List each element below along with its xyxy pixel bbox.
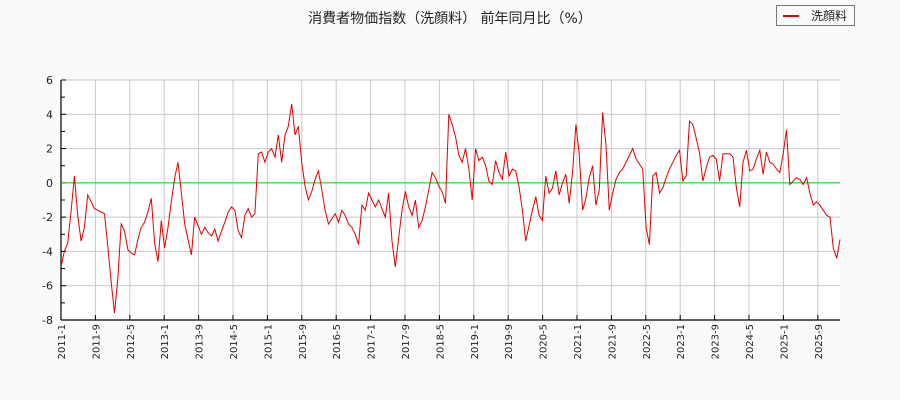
series-line-senganryo [60,103,841,314]
y-tick-label: 4 [46,108,53,121]
x-tick-label: 2023-1 [676,324,687,359]
x-tick-label: 2022-5 [642,324,653,359]
x-tick-label: 2016-5 [332,324,343,359]
y-axis-ticks: 6 4 2 0 -2 -4 -6 -8 [42,74,66,327]
y-tick-label: -2 [42,211,53,224]
legend-line-swatch [783,14,799,17]
y-tick-label: -4 [42,245,53,258]
x-tick-label: 2021-9 [607,324,618,359]
x-tick-label: 2019-1 [470,324,481,359]
x-tick-label: 2023-9 [711,324,722,359]
x-axis-ticks: 2011-1 2011-9 2012-5 2013-1 2013-9 2014-5 2015… [57,315,825,359]
x-tick-label: 2020-5 [539,324,550,359]
y-tick-label: 6 [46,74,53,87]
x-tick-label: 2014-5 [229,324,240,359]
x-tick-label: 2018-5 [435,324,446,359]
y-tick-label: 0 [46,177,53,190]
legend-label: 洗顔料 [811,9,848,23]
x-tick-label: 2021-1 [573,324,584,359]
legend: 洗顔料 [776,5,855,26]
x-tick-label: 2024-5 [745,324,756,359]
chart-title: 消費者物価指数（洗顔料） 前年同月比（%） [308,11,592,27]
y-tick-label: 2 [46,143,53,156]
x-tick-label: 2013-1 [160,324,171,359]
x-tick-label: 2017-1 [367,324,378,359]
x-tick-label: 2013-9 [195,324,206,359]
x-tick-label: 2025-9 [814,324,825,359]
x-tick-label: 2012-5 [126,324,137,359]
grid-lines [61,79,840,320]
x-tick-label: 2011-9 [91,324,102,359]
x-tick-label: 2011-1 [57,324,68,359]
y-tick-label: -6 [42,280,53,293]
y-tick-label: -8 [42,314,53,327]
x-tick-label: 2017-9 [401,324,412,359]
x-tick-label: 2019-9 [504,324,515,359]
x-tick-label: 2025-1 [779,324,790,359]
x-tick-label: 2015-9 [298,324,309,359]
x-tick-label: 2015-1 [263,324,274,359]
plot-area [61,80,840,320]
